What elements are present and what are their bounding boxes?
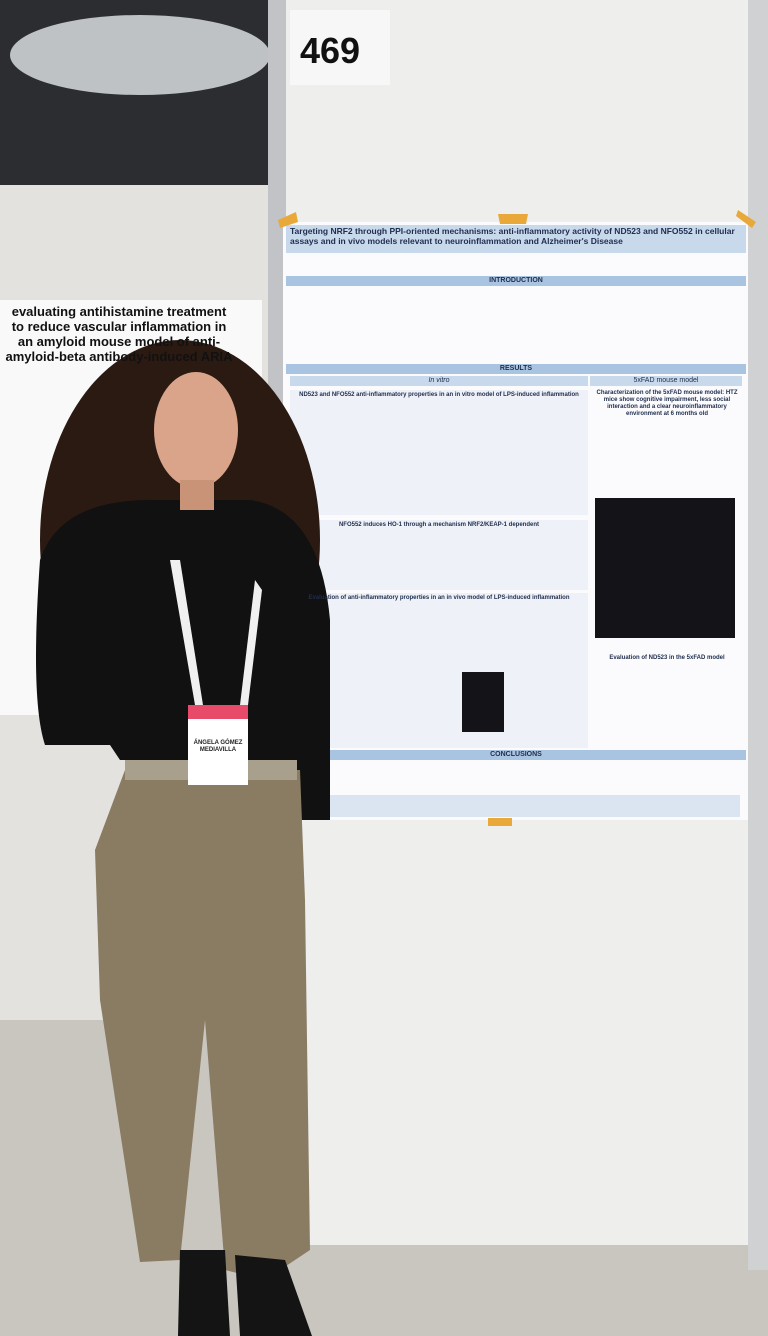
black-top — [36, 500, 330, 820]
neck — [180, 480, 214, 510]
figure-panel — [290, 520, 588, 590]
microscopy-grid — [595, 498, 735, 638]
board-number: 469 — [300, 30, 361, 71]
poster-footer — [290, 795, 740, 817]
section-heading: RESULTS — [499, 365, 533, 372]
trousers — [95, 770, 310, 1280]
section-bar — [290, 376, 588, 386]
section-bar — [590, 376, 742, 386]
boot — [178, 1250, 230, 1336]
tape — [278, 212, 298, 228]
section-bar — [286, 750, 746, 760]
boot — [235, 1255, 312, 1336]
section-bar — [286, 364, 746, 374]
section-heading: In vitro — [428, 377, 450, 384]
lanyard — [170, 560, 203, 705]
section-heading: INTRODUCTION — [489, 277, 543, 284]
lanyard — [240, 580, 262, 705]
microscopy — [462, 672, 504, 732]
face — [154, 372, 238, 488]
panel-title: Characterization of the 5xFAD mouse mode… — [596, 390, 738, 417]
tape — [488, 818, 512, 826]
figure-panel — [290, 390, 588, 515]
duct — [10, 15, 270, 95]
tape — [736, 210, 756, 228]
number-card — [290, 10, 390, 85]
section-heading: CONCLUSIONS — [490, 751, 542, 758]
figure-panel — [290, 593, 588, 748]
badge-name: ÁNGELA GÓMEZ MEDIAVILLA — [193, 740, 243, 753]
section-bar — [286, 276, 746, 286]
panel-title: ND523 and NFO552 anti-inflammatory prope… — [299, 392, 579, 398]
left-poster-title: evaluating antihistamine treatment to re… — [5, 304, 233, 364]
poster-header — [286, 225, 746, 253]
panel-title: NFO552 induces HO-1 through a mechanism … — [338, 522, 540, 528]
panel-title: Evaluation of ND523 in the 5xFAD model — [609, 655, 725, 661]
section-heading: 5xFAD mouse model — [633, 377, 699, 384]
badge-header — [188, 705, 248, 719]
tape — [498, 214, 528, 224]
board-edge — [748, 0, 768, 1270]
poster-title: Targeting NRF2 through PPI-oriented mech… — [290, 226, 735, 246]
panel-title: Evaluation of anti-inflammatory properti… — [308, 595, 570, 601]
